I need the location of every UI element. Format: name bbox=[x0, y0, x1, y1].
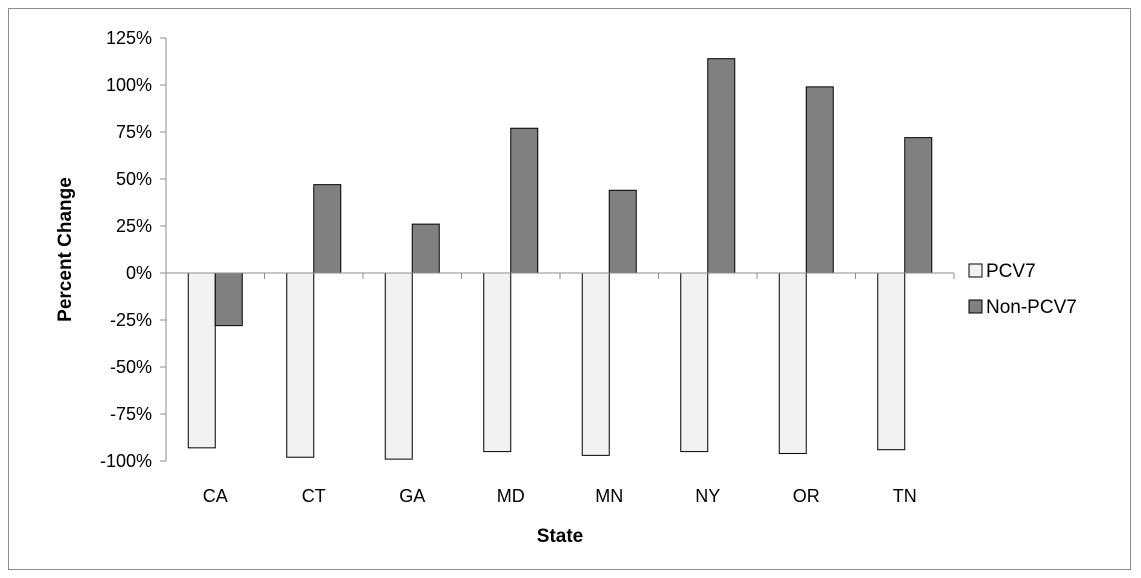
bar-pcv7-ct bbox=[286, 272, 315, 458]
bar-non-pcv7-tn bbox=[904, 137, 933, 274]
legend-label-non-pcv7: Non-PCV7 bbox=[986, 297, 1077, 318]
legend-swatch-pcv7 bbox=[968, 263, 983, 278]
y-tick-label: 25% bbox=[116, 216, 152, 236]
bar-pcv7-tn bbox=[877, 272, 906, 451]
x-tick-label: NY bbox=[695, 486, 720, 506]
x-tick-label: TN bbox=[893, 486, 917, 506]
bar-non-pcv7-or bbox=[805, 86, 834, 274]
legend: PCV7 Non-PCV7 bbox=[968, 261, 1077, 318]
x-tick-label: CT bbox=[302, 486, 326, 506]
y-tick-label: 75% bbox=[116, 122, 152, 142]
bar-non-pcv7-mn bbox=[608, 189, 637, 274]
bar-pcv7-ga bbox=[384, 272, 413, 460]
y-tick-label: 100% bbox=[106, 75, 152, 95]
x-tick-label: GA bbox=[399, 486, 425, 506]
bar-non-pcv7-md bbox=[510, 127, 539, 274]
legend-label-pcv7: PCV7 bbox=[986, 261, 1036, 282]
y-tick-label: -50% bbox=[110, 357, 152, 377]
bar-pcv7-ca bbox=[187, 272, 216, 449]
y-tick-label: -75% bbox=[110, 404, 152, 424]
y-axis-title: Percent Change bbox=[55, 177, 76, 322]
x-axis-title: State bbox=[537, 526, 583, 547]
x-tick-label: OR bbox=[793, 486, 820, 506]
y-tick-label: 0% bbox=[126, 263, 152, 283]
x-tick-label: MD bbox=[497, 486, 525, 506]
y-tick-label: -25% bbox=[110, 310, 152, 330]
bars bbox=[187, 58, 933, 460]
legend-swatch-non-pcv7 bbox=[968, 299, 983, 314]
x-tick-label: MN bbox=[595, 486, 623, 506]
x-tick-label: CA bbox=[203, 486, 228, 506]
bar-pcv7-ny bbox=[680, 272, 709, 453]
y-tick-label: -100% bbox=[100, 451, 152, 471]
bar-non-pcv7-ct bbox=[313, 184, 342, 274]
y-axis-ticks: -100% -75% -50% -25% 0% 25% 50% 75% 100% 125% bbox=[100, 28, 166, 471]
bar-non-pcv7-ca bbox=[214, 272, 243, 327]
bar-non-pcv7-ga bbox=[411, 223, 440, 274]
y-tick-label: 125% bbox=[106, 28, 152, 48]
y-tick-label: 50% bbox=[116, 169, 152, 189]
bar-pcv7-or bbox=[778, 272, 807, 454]
x-axis-tick-labels: CA CT GA MD MN NY OR TN bbox=[165, 273, 955, 506]
bar-pcv7-md bbox=[483, 272, 512, 453]
bar-non-pcv7-ny bbox=[707, 58, 736, 274]
bar-pcv7-mn bbox=[581, 272, 610, 456]
